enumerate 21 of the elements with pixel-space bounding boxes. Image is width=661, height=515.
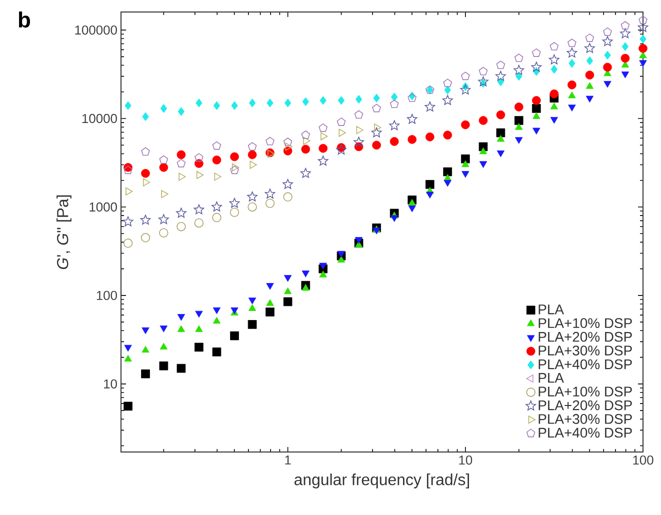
y-tick-label: 10000 xyxy=(82,114,117,124)
x-tick-label: 100 xyxy=(633,456,654,465)
y-tick-label: 1000 xyxy=(90,202,117,212)
text: b xyxy=(18,12,30,28)
x-tick-label: 10 xyxy=(459,456,472,465)
legend-label: PLA+20% DSP xyxy=(538,332,632,342)
legend-label: PLA xyxy=(538,304,564,314)
legend-label: PLA+20% DSP xyxy=(538,400,632,410)
y-tick-label: 100000 xyxy=(75,25,117,35)
x-tick-label: 1 xyxy=(285,456,291,464)
legend-label: PLA+10% DSP xyxy=(538,318,632,328)
y-tick-label: 100 xyxy=(96,290,117,300)
x-axis-title: angular frequency [rad/s] xyxy=(294,474,469,488)
y-tick-label: 10 xyxy=(104,379,117,388)
y-axis-title: G', G'' [Pa] xyxy=(56,195,72,269)
legend-label: PLA+40% DSP xyxy=(538,359,632,370)
legend-label: PLA+40% DSP xyxy=(538,428,632,438)
legend-label: PLA+10% DSP xyxy=(538,386,632,397)
legend-label: PLA+30% DSP xyxy=(538,346,632,356)
legend-label: PLA+30% DSP xyxy=(538,414,632,424)
legend-label: PLA xyxy=(538,373,564,383)
